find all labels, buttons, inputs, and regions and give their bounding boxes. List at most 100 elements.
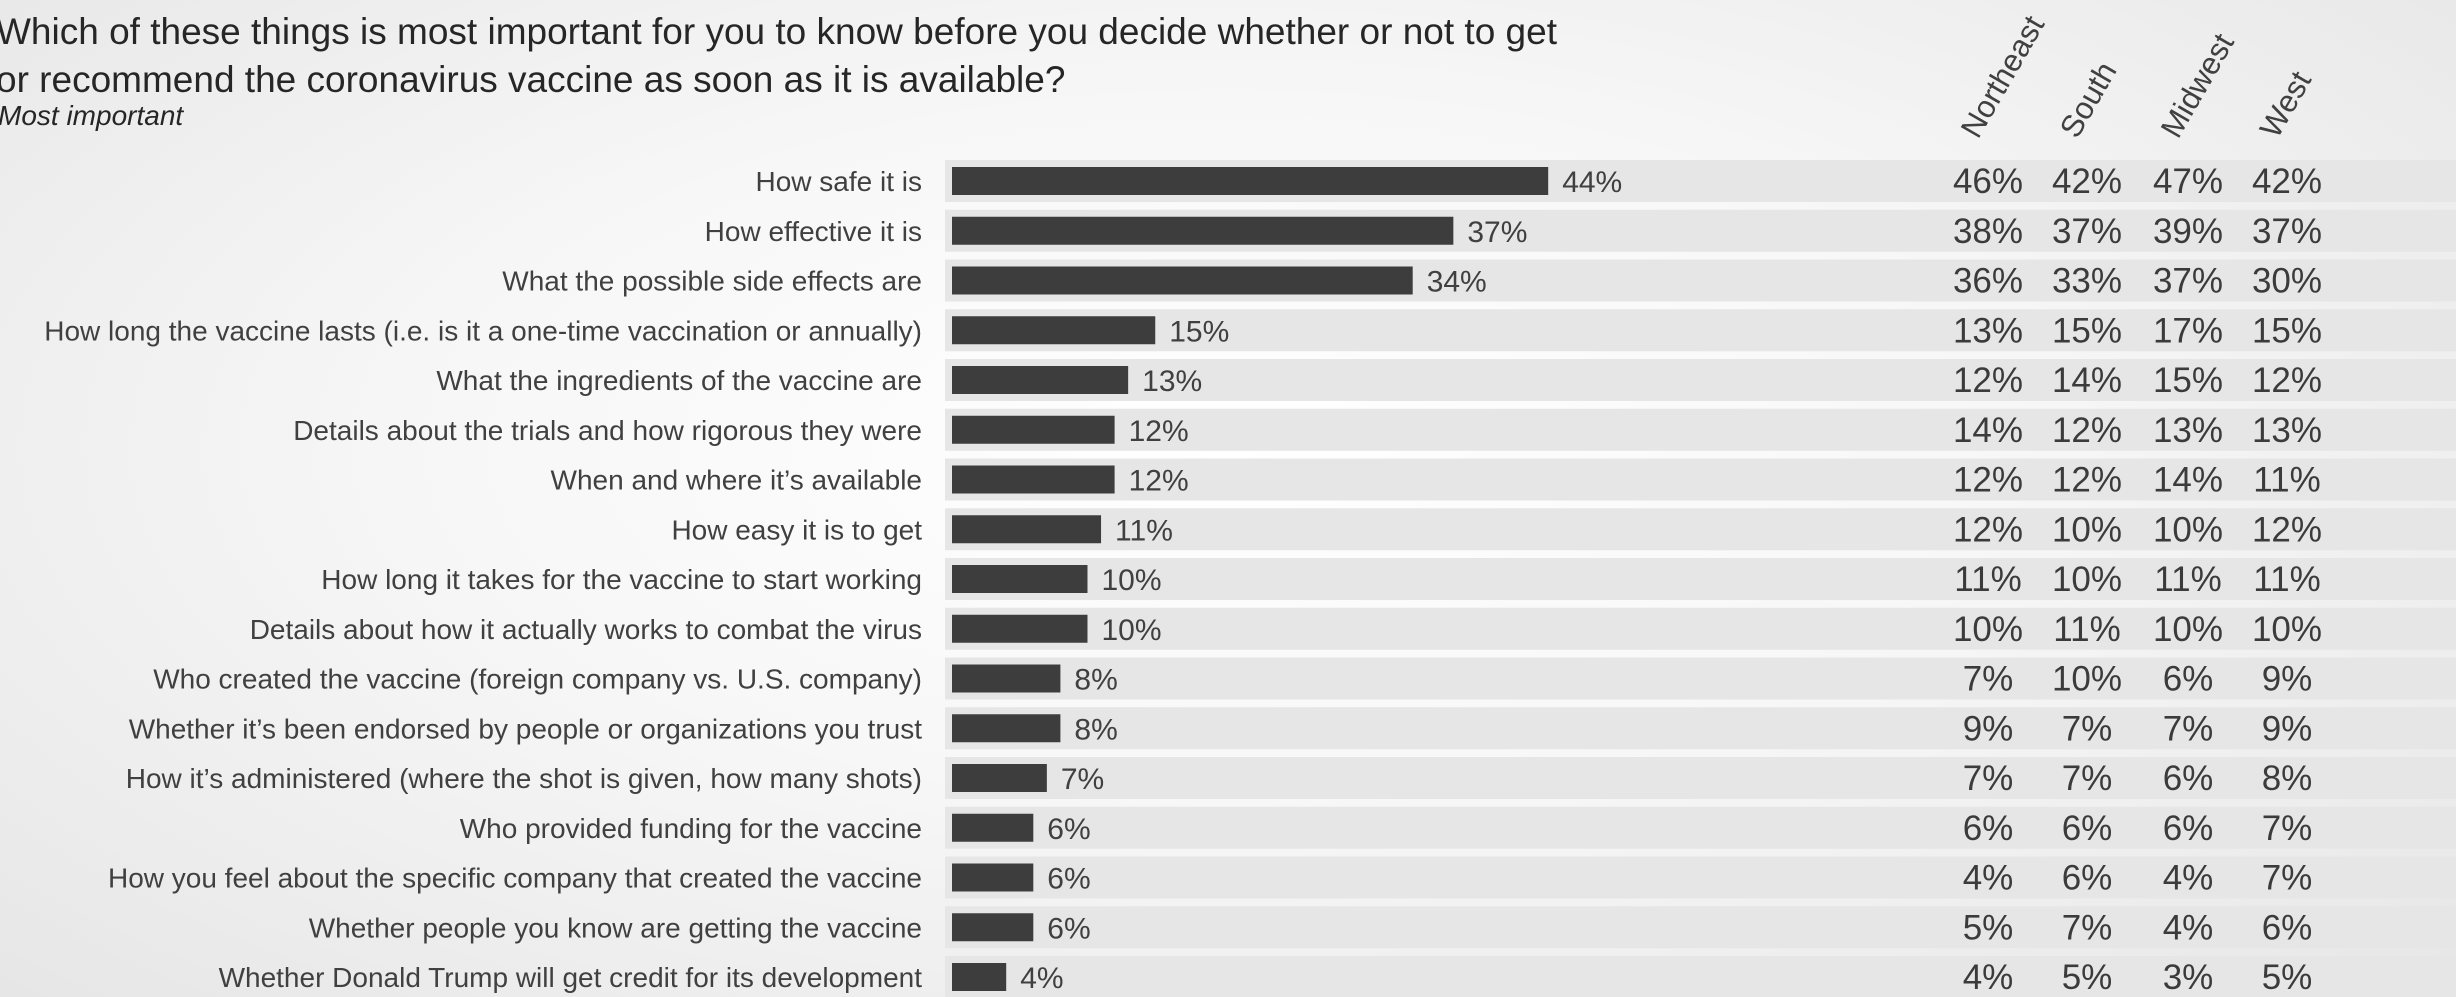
bar-value-label: 6% (1047, 813, 1090, 846)
chart-title-line-1: Which of these things is most important … (0, 11, 1557, 52)
row-band (945, 607, 2456, 650)
region-value-midwest: 39% (2153, 212, 2223, 251)
category-label: Whether people you know are getting the … (309, 912, 922, 943)
region-value-northeast: 9% (1963, 709, 2014, 748)
region-value-midwest: 7% (2163, 709, 2214, 748)
bar (952, 515, 1102, 544)
region-value-west: 7% (2262, 809, 2313, 848)
region-value-midwest: 13% (2153, 411, 2223, 450)
region-value-midwest: 11% (2154, 560, 2221, 599)
row-band (945, 956, 2456, 997)
bar-value-label: 15% (1169, 315, 1229, 348)
row-band (945, 408, 2456, 451)
region-value-south: 6% (2062, 809, 2113, 848)
region-value-northeast: 14% (1953, 411, 2023, 450)
row-band (945, 906, 2456, 949)
region-value-northeast: 12% (1953, 361, 2023, 400)
region-value-west: 37% (2252, 212, 2322, 251)
bar-value-label: 13% (1142, 365, 1202, 398)
row-band (945, 508, 2456, 551)
region-value-northeast: 12% (1953, 510, 2023, 549)
row-band (945, 558, 2456, 600)
bar-value-label: 10% (1102, 614, 1162, 647)
bar-value-label: 6% (1047, 912, 1090, 945)
region-value-northeast: 4% (1963, 859, 2014, 898)
region-value-midwest: 10% (2153, 610, 2223, 649)
region-value-south: 7% (2062, 709, 2113, 748)
row-band (945, 856, 2456, 899)
region-value-northeast: 12% (1953, 461, 2023, 500)
bar (952, 266, 1413, 295)
bar (952, 366, 1129, 394)
row-band (945, 359, 2456, 401)
region-value-northeast: 5% (1963, 908, 2014, 947)
region-value-midwest: 6% (2163, 809, 2214, 848)
chart-title: Which of these things is most important … (0, 8, 1696, 104)
category-label: Who created the vaccine (foreign company… (153, 664, 922, 695)
region-value-south: 11% (2053, 610, 2120, 649)
category-label: Who provided funding for the vaccine (460, 813, 922, 844)
category-label: Details about the trials and how rigorou… (293, 415, 922, 446)
category-label: How effective it is (705, 216, 922, 247)
region-value-northeast: 10% (1953, 610, 2023, 649)
region-header-west: West (2253, 65, 2319, 144)
row-band (945, 458, 2456, 501)
region-value-northeast: 7% (1963, 660, 2014, 699)
region-value-south: 5% (2062, 958, 2113, 997)
bar (952, 863, 1034, 892)
region-value-south: 12% (2052, 461, 2122, 500)
chart-subtitle: Most important (0, 100, 184, 131)
region-value-south: 7% (2062, 908, 2113, 947)
category-label: Whether Donald Trump will get credit for… (219, 962, 923, 993)
region-value-south: 33% (2052, 262, 2122, 301)
category-label: What the possible side effects are (502, 266, 922, 297)
region-value-west: 9% (2262, 709, 2313, 748)
category-label: When and where it’s available (551, 465, 922, 496)
region-value-south: 15% (2052, 311, 2122, 350)
region-value-northeast: 46% (1953, 162, 2023, 201)
region-value-midwest: 47% (2153, 162, 2223, 201)
row-band (945, 806, 2456, 849)
category-label: How you feel about the specific company … (108, 863, 922, 894)
region-value-midwest: 14% (2153, 461, 2223, 500)
bar (952, 167, 1549, 195)
region-value-south: 42% (2052, 162, 2122, 201)
region-value-south: 7% (2062, 759, 2113, 798)
bar-value-label: 7% (1061, 763, 1104, 796)
region-value-northeast: 11% (1954, 560, 2021, 599)
region-value-south: 14% (2052, 361, 2122, 400)
region-value-midwest: 17% (2153, 311, 2223, 350)
region-value-west: 6% (2262, 908, 2313, 947)
bar-value-label: 6% (1047, 863, 1090, 896)
region-value-west: 42% (2252, 162, 2322, 201)
bar (952, 913, 1034, 942)
bar-value-label: 10% (1102, 564, 1162, 597)
region-value-midwest: 6% (2163, 660, 2214, 699)
row-band (945, 757, 2456, 799)
region-value-midwest: 3% (2163, 958, 2214, 997)
region-value-west: 13% (2252, 411, 2322, 450)
region-value-northeast: 4% (1963, 958, 2014, 997)
bar-value-label: 12% (1129, 465, 1189, 498)
bar (952, 415, 1115, 444)
bar (952, 714, 1061, 743)
region-value-northeast: 36% (1953, 262, 2023, 301)
region-header-south: South (2053, 56, 2124, 144)
region-value-northeast: 38% (1953, 212, 2023, 251)
region-value-west: 9% (2262, 660, 2313, 699)
region-header-midwest: Midwest (2154, 27, 2241, 143)
region-value-northeast: 13% (1953, 311, 2023, 350)
category-label: How it’s administered (where the shot is… (126, 763, 922, 794)
region-value-west: 12% (2252, 510, 2322, 549)
bar (952, 465, 1115, 494)
row-band (945, 707, 2456, 750)
row-band (945, 657, 2456, 700)
region-value-west: 5% (2262, 958, 2313, 997)
row-band (945, 309, 2456, 352)
region-value-south: 37% (2052, 212, 2122, 251)
bar (952, 316, 1156, 345)
bar (952, 664, 1061, 693)
region-value-midwest: 4% (2163, 859, 2214, 898)
region-value-south: 6% (2062, 859, 2113, 898)
